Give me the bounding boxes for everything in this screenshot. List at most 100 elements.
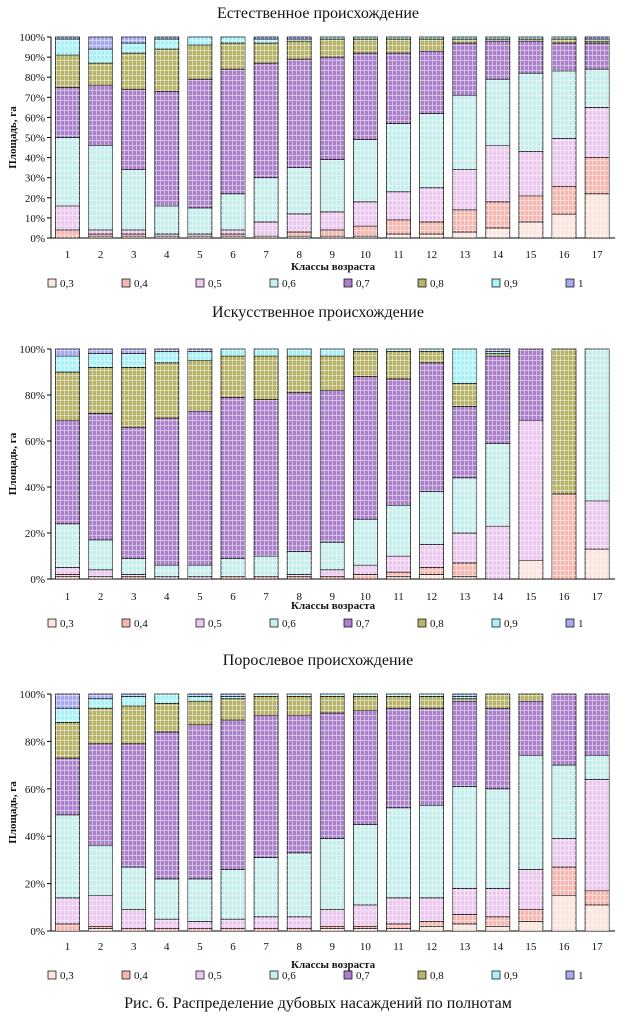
bar-segment-texture [353, 139, 378, 202]
bar-segment-texture [386, 233, 411, 238]
bar-segment-texture [88, 698, 113, 709]
bar-segment-texture [386, 708, 411, 808]
x-tick-label: 12 [426, 591, 437, 603]
bar-segment-texture [386, 928, 411, 931]
bar-segment-texture [518, 221, 543, 238]
bar-segment-texture [187, 235, 212, 238]
legend-label: 0,6 [282, 278, 296, 290]
x-tick-label: 8 [296, 941, 302, 953]
x-tick-label: 9 [330, 941, 336, 953]
bar-segment-texture [452, 95, 477, 170]
bar-segment-texture [353, 926, 378, 929]
bar-segment-texture [254, 349, 279, 356]
bar-segment-texture [585, 500, 610, 550]
bar-segment-texture [485, 353, 510, 356]
y-tick-label: 80% [25, 72, 45, 84]
bar-segment-texture [485, 349, 510, 352]
chart-title: Естественное происхождение [217, 5, 419, 22]
bar-segment-texture [485, 37, 510, 40]
bar-segment-texture [187, 921, 212, 929]
x-tick-label: 14 [492, 249, 504, 261]
bar-segment-texture [353, 574, 378, 579]
bar-segment-texture [221, 193, 245, 230]
bar-segment-texture [585, 39, 610, 42]
bar-segment-texture [518, 694, 543, 702]
y-tick-label: 90% [25, 52, 45, 64]
legend-label: 1 [578, 278, 584, 290]
bar-segment-texture [254, 399, 279, 556]
bar-segment-texture [254, 43, 279, 64]
bar-segment-texture [419, 221, 444, 234]
bar-segment-texture [287, 213, 312, 232]
bar-segment-texture [55, 55, 80, 88]
legend-label: 0,7 [356, 278, 370, 290]
bar-segment-texture [121, 43, 146, 54]
bar-segment-texture [221, 694, 245, 697]
legend-label: 1 [578, 618, 584, 630]
bar-segment-texture [353, 904, 378, 927]
bar-segment-texture [187, 351, 212, 361]
y-tick-label: 10% [25, 213, 45, 225]
bar-segment-texture [353, 53, 378, 140]
bar-segment-texture [254, 177, 279, 222]
bar-segment-texture [221, 720, 245, 870]
bar-segment-texture [221, 919, 245, 929]
legend-label: 0,8 [430, 278, 444, 290]
bar-segment-texture [386, 378, 411, 506]
legend-swatch [121, 970, 131, 980]
bar-segment-texture [287, 852, 312, 917]
bar-segment-texture [88, 235, 113, 238]
y-axis-label: Площадь, га [7, 781, 19, 844]
legend-label: 0,4 [134, 970, 148, 982]
legend: 0,3 0,4 0,5 0,6 0,7 0,8 0,9 1 [47, 278, 584, 290]
bar-segment-texture [121, 696, 146, 706]
bar-segment-texture [154, 576, 179, 579]
bar-segment-texture [485, 916, 510, 927]
bar-segment-texture [518, 869, 543, 910]
bar-segment-texture [386, 191, 411, 220]
bar-segment-texture [485, 201, 510, 228]
bar-segment-texture [386, 576, 411, 579]
bar-segment-texture [485, 788, 510, 889]
legend-label: 0,5 [208, 618, 222, 630]
x-tick-label: 10 [360, 591, 372, 603]
legend-swatch [565, 278, 575, 288]
bar-segment-texture [55, 897, 80, 924]
bar-segment-texture [121, 233, 146, 236]
bar-segment-texture [518, 755, 543, 870]
bar-segment-texture [187, 349, 212, 352]
y-axis-label: Площадь, га [7, 106, 19, 169]
bar-segment-texture [55, 694, 80, 709]
legend-swatch [47, 618, 57, 628]
bar-segment-texture [221, 235, 245, 238]
bar-segment-texture [187, 207, 212, 234]
bar-segment-texture [452, 39, 477, 44]
bar-segment-texture [55, 757, 80, 815]
x-tick-label: 2 [98, 249, 104, 261]
bar-segment-texture [287, 39, 312, 42]
x-tick-label: 12 [426, 249, 437, 261]
bar-segment-texture [353, 235, 378, 238]
bar-segment-texture [585, 43, 610, 70]
bar-segment-texture [287, 694, 312, 697]
x-tick-label: 6 [230, 941, 236, 953]
legend-label: 0,8 [430, 618, 444, 630]
bar-segment-texture [55, 567, 80, 575]
x-tick-label: 13 [459, 941, 471, 953]
bar-segment-texture [419, 37, 444, 40]
y-tick-label: 60% [25, 784, 45, 796]
bar-segment-texture [552, 895, 576, 931]
bar-segment-texture [452, 477, 477, 533]
x-tick-label: 4 [164, 591, 170, 603]
x-tick-label: 17 [592, 249, 604, 261]
bar-segment-texture [485, 888, 510, 917]
bar-segment-texture [55, 722, 80, 758]
x-tick-label: 2 [98, 941, 104, 953]
bar-segment-texture [55, 37, 80, 40]
legend-swatch [195, 278, 205, 288]
bar-segment-texture [386, 123, 411, 192]
x-tick-label: 13 [459, 591, 471, 603]
bar-segment-texture [287, 715, 312, 853]
legend-swatch [417, 970, 427, 980]
bar-segment-texture [254, 355, 279, 400]
